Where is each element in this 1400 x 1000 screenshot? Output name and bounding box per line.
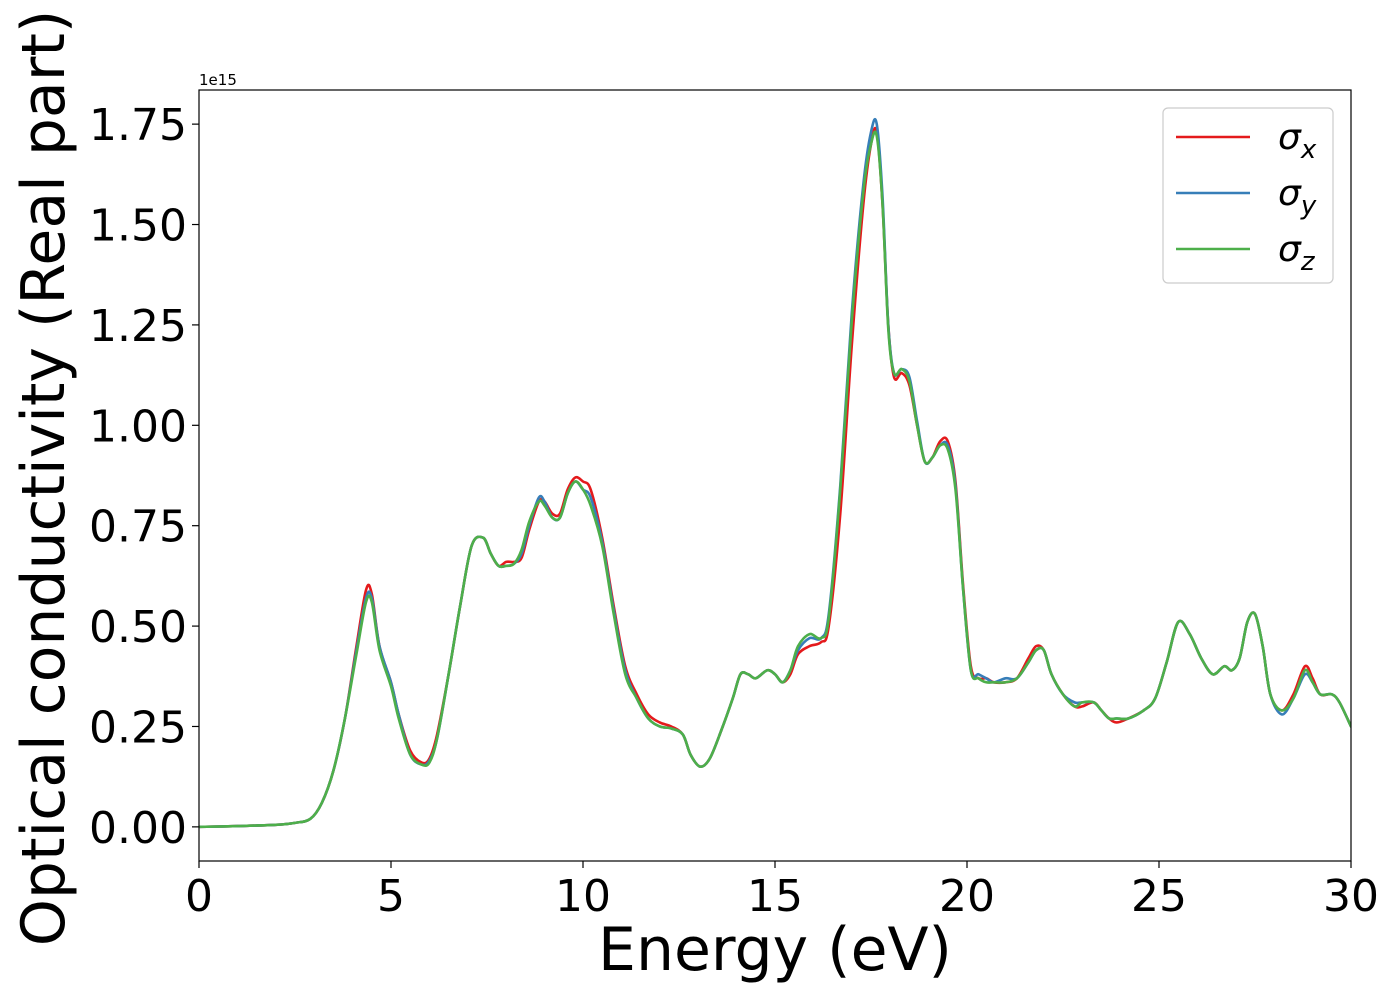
legend-subscript: x (1300, 135, 1317, 165)
legend-label-sigma-z: σz (1278, 229, 1316, 277)
legend-label-sigma-x: σx (1278, 117, 1317, 165)
x-tick-label: 15 (747, 871, 803, 922)
x-tick-label: 5 (377, 871, 405, 922)
x-tick-label: 25 (1131, 871, 1187, 922)
x-tick-label: 10 (555, 871, 611, 922)
y-tick-label: 0.75 (89, 502, 187, 553)
y-axis-ticks: 0.00 0.25 0.50 0.75 1.00 1.25 1.50 1.75 (89, 100, 199, 854)
y-tick-label: 1.00 (89, 401, 187, 452)
y-tick-label: 1.50 (89, 201, 187, 252)
legend-subscript: y (1300, 191, 1317, 221)
y-tick-label: 0.00 (89, 803, 187, 854)
x-tick-label: 0 (185, 871, 213, 922)
series-layer (199, 118, 1351, 829)
series-line-sigma-z (199, 130, 1351, 829)
legend-symbol: σ (1278, 229, 1302, 270)
y-tick-label: 1.25 (89, 301, 187, 352)
y-axis-label: Optical conductivity (Real part) (9, 10, 79, 947)
legend-box (1162, 107, 1334, 284)
y-tick-label: 0.50 (89, 602, 187, 653)
legend-subscript: z (1300, 247, 1316, 277)
legend-symbol: σ (1278, 173, 1302, 214)
y-tick-label: 0.25 (89, 702, 187, 753)
y-offset-label: 1e15 (199, 71, 237, 89)
x-axis-ticks: 0 5 10 15 20 25 30 (185, 861, 1379, 922)
x-axis-label: Energy (eV) (598, 915, 952, 985)
legend-label-sigma-y: σy (1278, 173, 1317, 221)
legend-symbol: σ (1278, 117, 1302, 158)
x-tick-label: 30 (1323, 871, 1379, 922)
y-tick-label: 1.75 (89, 100, 187, 151)
x-tick-label: 20 (939, 871, 995, 922)
